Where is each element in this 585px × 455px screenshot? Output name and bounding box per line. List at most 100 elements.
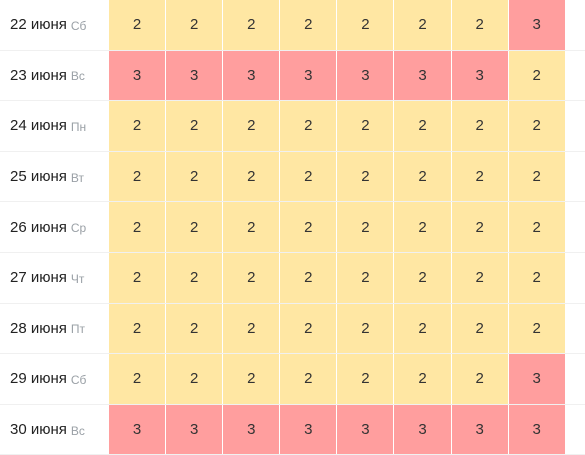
date-text: 29 июня (10, 370, 67, 388)
date-text: 23 июня (10, 66, 67, 84)
value-cell: 3 (222, 50, 280, 101)
value-cell: 2 (507, 151, 565, 202)
value-cell: 2 (393, 0, 451, 50)
table-row: 25 июня Вт 2 2 2 2 2 2 2 2 (0, 151, 585, 203)
value-cell: 2 (507, 303, 565, 354)
date-text: 30 июня (10, 421, 67, 439)
value-cell: 2 (222, 0, 280, 50)
date-label: 28 июня Пт (0, 303, 108, 354)
date-text: 24 июня (10, 117, 67, 135)
value-cell: 2 (336, 202, 394, 252)
value-cell: 2 (108, 303, 166, 354)
value-cell: 2 (336, 303, 394, 354)
weekday-text: Ср (70, 221, 87, 236)
value-cell: 2 (108, 252, 166, 303)
value-cell: 2 (279, 252, 337, 303)
value-cell: 3 (108, 50, 166, 101)
value-cell: 2 (450, 0, 508, 50)
value-cell: 2 (336, 151, 394, 202)
table-row: 23 июня Вс 3 3 3 3 3 3 3 2 (0, 50, 585, 102)
value-cell: 3 (393, 404, 451, 455)
value-cell: 2 (165, 354, 223, 404)
table-row: 22 июня Сб 2 2 2 2 2 2 2 3 (0, 0, 585, 51)
table-row: 24 июня Пн 2 2 2 2 2 2 2 2 (0, 101, 585, 152)
value-cell: 2 (393, 303, 451, 354)
value-cell: 2 (222, 101, 280, 151)
value-cell: 3 (279, 404, 337, 455)
value-cell: 2 (279, 151, 337, 202)
value-cell: 2 (108, 151, 166, 202)
date-text: 22 июня (10, 16, 67, 34)
date-label: 23 июня Вс (0, 50, 108, 101)
date-text: 28 июня (10, 319, 67, 337)
value-cell: 2 (450, 202, 508, 252)
value-cell: 2 (165, 303, 223, 354)
value-cell: 2 (108, 202, 166, 252)
table-row: 28 июня Пт 2 2 2 2 2 2 2 2 (0, 303, 585, 355)
weekday-text: Сб (70, 18, 87, 33)
table-row: 26 июня Ср 2 2 2 2 2 2 2 2 (0, 202, 585, 253)
value-cell: 2 (165, 252, 223, 303)
value-cell: 2 (393, 101, 451, 151)
date-label: 26 июня Ср (0, 202, 108, 252)
value-cell: 2 (165, 0, 223, 50)
value-cell: 2 (336, 0, 394, 50)
value-cell: 2 (108, 0, 166, 50)
date-text: 25 июня (10, 168, 67, 186)
value-cell: 2 (393, 202, 451, 252)
date-label: 25 июня Вт (0, 151, 108, 202)
value-cell: 2 (336, 252, 394, 303)
value-cell: 2 (450, 303, 508, 354)
value-cell: 2 (108, 101, 166, 151)
value-cell: 2 (336, 354, 394, 404)
value-cell: 2 (165, 101, 223, 151)
value-cell: 3 (393, 50, 451, 101)
value-cell: 2 (450, 151, 508, 202)
value-cell: 2 (279, 0, 337, 50)
value-cell: 2 (393, 354, 451, 404)
value-cell: 2 (279, 101, 337, 151)
value-cell: 2 (507, 50, 565, 101)
table-row: 27 июня Чт 2 2 2 2 2 2 2 2 (0, 252, 585, 304)
value-cell: 2 (507, 202, 565, 252)
table-row: 30 июня Вс 3 3 3 3 3 3 3 3 (0, 404, 585, 455)
value-cell: 3 (222, 404, 280, 455)
value-cell: 3 (279, 50, 337, 101)
table-row: 29 июня Сб 2 2 2 2 2 2 2 3 (0, 354, 585, 405)
value-cell: 3 (507, 354, 565, 404)
weekday-text: Сб (70, 372, 87, 387)
weekday-text: Пн (70, 119, 87, 134)
value-cell: 2 (336, 101, 394, 151)
value-cell: 2 (279, 303, 337, 354)
date-label: 30 июня Вс (0, 404, 108, 455)
weekday-text: Вс (70, 69, 85, 84)
value-cell: 2 (222, 202, 280, 252)
date-text: 27 июня (10, 269, 67, 287)
value-cell: 3 (507, 404, 565, 455)
value-cell: 2 (393, 252, 451, 303)
value-cell: 3 (336, 50, 394, 101)
date-label: 24 июня Пн (0, 101, 108, 151)
weekday-text: Вт (70, 170, 84, 185)
value-cell: 2 (279, 202, 337, 252)
value-cell: 2 (222, 252, 280, 303)
value-cell: 2 (507, 101, 565, 151)
value-cell: 2 (108, 354, 166, 404)
value-cell: 3 (336, 404, 394, 455)
weekday-text: Пт (70, 322, 86, 337)
value-cell: 3 (165, 404, 223, 455)
value-cell: 3 (450, 50, 508, 101)
value-cell: 2 (222, 303, 280, 354)
value-cell: 2 (507, 252, 565, 303)
date-label: 27 июня Чт (0, 252, 108, 303)
value-cell: 3 (507, 0, 565, 50)
value-cell: 2 (450, 101, 508, 151)
value-cell: 2 (450, 252, 508, 303)
date-label: 22 июня Сб (0, 0, 108, 50)
value-cell: 2 (165, 202, 223, 252)
value-cell: 2 (222, 354, 280, 404)
date-text: 26 июня (10, 218, 67, 236)
value-cell: 2 (279, 354, 337, 404)
value-cell: 2 (222, 151, 280, 202)
